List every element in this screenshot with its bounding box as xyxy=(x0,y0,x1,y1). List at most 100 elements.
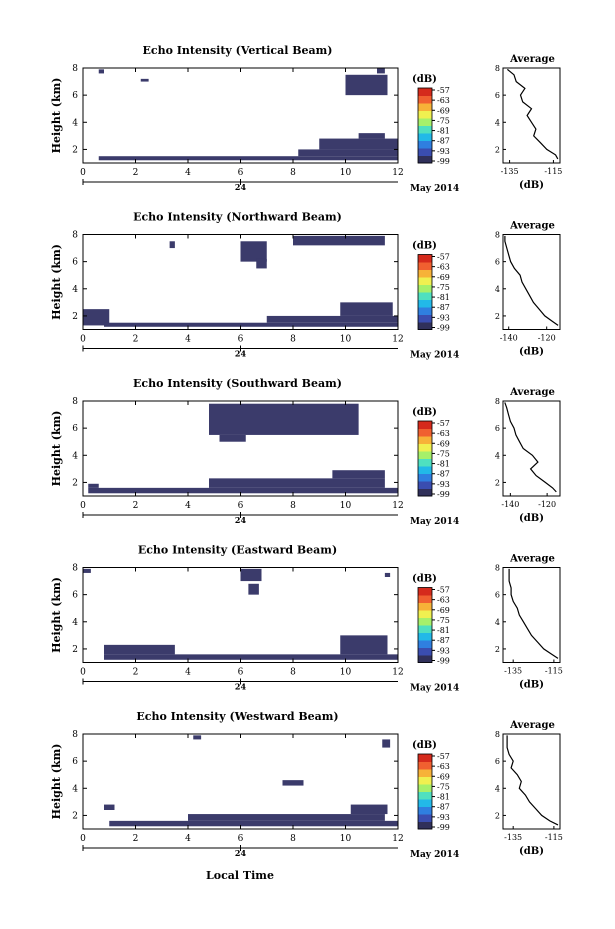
x-tick-label: 2 xyxy=(133,668,139,678)
average-x-tick-label: -135 xyxy=(504,833,522,842)
average-panel: Average 2 4 6 8 -135 -115(dB) xyxy=(495,554,563,691)
average-title: Average xyxy=(509,54,555,65)
x-tick-label: 8 xyxy=(290,834,296,844)
colorbar-segment xyxy=(418,791,432,800)
x-tick-label: 2 xyxy=(133,834,139,844)
average-x-tick-label: -120 xyxy=(538,334,556,343)
y-axis-label: Height (km) xyxy=(50,411,63,487)
echo-region xyxy=(88,483,99,488)
colorbar-segment xyxy=(418,314,432,323)
colorbar-tick-label: -99 xyxy=(437,490,450,499)
x-tick-label: 12 xyxy=(392,834,403,844)
echo-data xyxy=(83,235,398,327)
average-y-tick-label: 2 xyxy=(495,811,500,820)
colorbar-segment xyxy=(418,655,432,663)
average-profile-line xyxy=(506,735,559,826)
colorbar: (dB)-57-63-69-75-81-87-93-99 xyxy=(412,407,450,499)
colorbar-tick-label: -63 xyxy=(437,263,450,272)
y-tick-label: 2 xyxy=(72,811,78,821)
average-x-label: (dB) xyxy=(519,180,544,191)
colorbar-tick-label: -75 xyxy=(437,616,450,625)
echo-region xyxy=(332,470,385,479)
y-tick-label: 6 xyxy=(72,258,78,268)
y-tick-label: 8 xyxy=(72,64,78,74)
x-tick-label: 10 xyxy=(340,335,352,345)
x-tick-label: 10 xyxy=(340,834,352,844)
colorbar: (dB)-57-63-69-75-81-87-93-99 xyxy=(412,740,450,832)
average-y-tick-label: 8 xyxy=(495,730,500,739)
x-tick-label: 0 xyxy=(80,335,86,345)
colorbar-segment xyxy=(418,769,432,777)
average-y-tick-label: 6 xyxy=(495,91,500,100)
colorbar-segment xyxy=(418,307,432,315)
average-frame xyxy=(502,733,561,830)
colorbar-segment xyxy=(418,814,432,822)
colorbar-unit: (dB) xyxy=(412,241,437,252)
y-tick-label: 4 xyxy=(72,618,78,628)
colorbar-segment xyxy=(418,481,432,489)
panel-title: Echo Intensity (Southward Beam) xyxy=(133,377,342,390)
colorbar-tick-label: -87 xyxy=(437,303,450,312)
colorbar-tick-label: -69 xyxy=(437,606,450,615)
date-label: May 2014 xyxy=(410,351,459,361)
echo-region xyxy=(219,434,246,442)
echo-region xyxy=(377,68,385,74)
y-tick-label: 2 xyxy=(72,145,78,155)
y-tick-label: 4 xyxy=(72,285,78,295)
echo-region xyxy=(358,133,385,139)
colorbar-tick-label: -81 xyxy=(437,293,450,302)
colorbar-segment xyxy=(418,436,432,444)
average-profile-line xyxy=(504,235,559,326)
x-tick-label: 12 xyxy=(392,668,403,678)
y-tick-label: 2 xyxy=(72,478,78,488)
colorbar-tick-label: -93 xyxy=(437,480,450,489)
colorbar-tick-label: -99 xyxy=(437,157,450,166)
colorbar-tick-label: -93 xyxy=(437,313,450,322)
x-tick-label: 8 xyxy=(290,668,296,678)
average-y-tick-label: 6 xyxy=(495,591,500,600)
y-tick-label: 8 xyxy=(72,231,78,241)
colorbar-segment xyxy=(418,262,432,270)
colorbar-segment xyxy=(418,640,432,648)
x-tick-label: 12 xyxy=(392,168,403,178)
echo-region xyxy=(340,635,388,655)
average-panel: Average 2 4 6 8 -140 -120 (dB) xyxy=(495,221,561,358)
colorbar-tick-label: -75 xyxy=(437,283,450,292)
echo-data xyxy=(98,68,398,161)
colorbar-tick-label: -87 xyxy=(437,137,450,146)
colorbar-unit: (dB) xyxy=(412,74,437,85)
colorbar-frame xyxy=(417,420,433,497)
colorbar-segment xyxy=(418,806,432,815)
colorbar-unit: (dB) xyxy=(412,740,437,751)
average-title: Average xyxy=(509,387,555,398)
colorbar-segment xyxy=(418,625,432,633)
colorbar: (dB)-57-63-69-75-81-87-93-99 xyxy=(412,241,450,333)
y-tick-label: 4 xyxy=(72,451,78,461)
echo-region xyxy=(382,739,391,748)
colorbar-tick-label: -63 xyxy=(437,762,450,771)
echo-data xyxy=(88,403,398,494)
colorbar-segment xyxy=(418,595,432,603)
average-y-tick-label: 2 xyxy=(495,645,500,654)
echo-region xyxy=(209,403,359,435)
echo-region xyxy=(350,804,388,815)
panel-title: Echo Intensity (Vertical Beam) xyxy=(142,44,332,57)
colorbar-tick-label: -69 xyxy=(437,439,450,448)
colorbar-segment xyxy=(418,95,432,104)
y-tick-label: 2 xyxy=(72,645,78,655)
colorbar-segment xyxy=(418,421,432,429)
colorbar-segment xyxy=(418,617,432,626)
colorbar: (dB)-57-63-69-75-81-87-93-99 xyxy=(412,574,450,666)
echo-region xyxy=(104,644,175,655)
colorbar-frame xyxy=(417,254,433,330)
average-frame xyxy=(502,400,561,497)
colorbar-tick-label: -81 xyxy=(437,127,450,136)
average-y-tick-label: 8 xyxy=(495,564,500,573)
average-x-tick-label: -135 xyxy=(504,667,522,676)
colorbar-tick-label: -57 xyxy=(437,419,450,428)
colorbar-tick-label: -57 xyxy=(437,752,450,761)
colorbar-unit: (dB) xyxy=(412,407,437,418)
echo-region xyxy=(345,74,388,96)
x-tick-label: 0 xyxy=(80,168,86,178)
y-tick-label: 6 xyxy=(72,591,78,601)
